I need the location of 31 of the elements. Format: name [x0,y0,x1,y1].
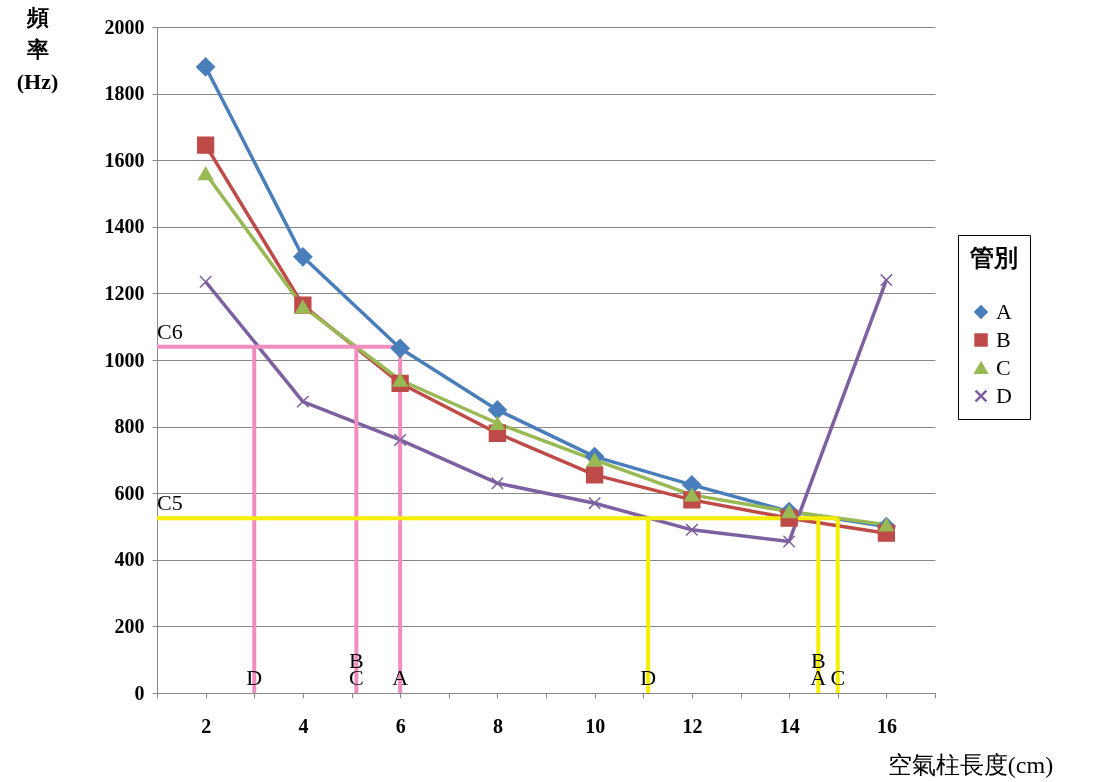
ref-line-label: C5 [157,490,183,516]
y-tick-label: 2000 [104,15,145,38]
x-tick-label: 10 [585,714,606,737]
ref-line-label: C6 [157,318,183,344]
x-tick-label: 2 [201,714,212,737]
x-tick-label: 8 [492,714,503,737]
x-axis-title: 空氣柱長度(cm) [887,751,1054,778]
legend-label: A [996,299,1012,324]
x-tick-label: 16 [876,714,897,737]
ref-line-label: B C [349,648,364,690]
y-tick-label: 400 [114,548,145,571]
y-tick-label: 0 [134,681,145,704]
y-tick-label: 1600 [104,148,145,171]
y-tick-label: 1800 [104,82,145,105]
y-axis-title: 頻率(Hz) [16,4,59,94]
y-tick-label: 1400 [104,215,145,238]
legend-label: C [996,355,1011,380]
x-tick-label: 12 [682,714,703,737]
y-tick-label: 800 [114,415,145,438]
x-tick-label: 14 [779,714,800,737]
y-tick-label: 600 [114,481,145,504]
x-tick-label: 6 [395,714,406,737]
y-tick-label: 1200 [104,281,145,304]
ref-line-label: A [392,665,409,690]
legend-title: 管別 [969,245,1018,271]
y-tick-label: 200 [114,614,145,637]
x-tick-label: 4 [298,714,309,737]
y-tick-label: 1000 [104,348,145,371]
legend-label: B [996,327,1011,352]
legend-label: D [996,383,1012,408]
ref-line-label: D [246,665,263,690]
